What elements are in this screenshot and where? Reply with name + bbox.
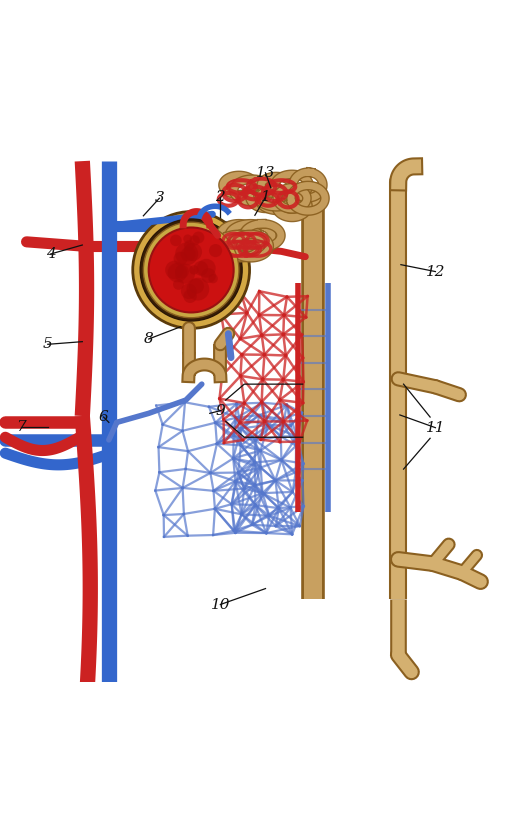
Text: 12: 12 xyxy=(426,265,445,279)
Text: 11: 11 xyxy=(426,421,445,434)
Circle shape xyxy=(189,279,204,294)
Text: 2: 2 xyxy=(216,191,225,204)
Circle shape xyxy=(184,240,194,250)
Circle shape xyxy=(208,274,218,284)
Circle shape xyxy=(173,279,184,290)
Circle shape xyxy=(183,235,192,243)
Circle shape xyxy=(175,242,198,265)
Circle shape xyxy=(189,265,199,275)
Circle shape xyxy=(183,290,197,303)
Circle shape xyxy=(149,227,234,313)
Text: 3: 3 xyxy=(155,191,164,206)
Circle shape xyxy=(174,251,187,265)
Text: 8: 8 xyxy=(144,332,153,346)
Circle shape xyxy=(192,231,204,244)
Text: 13: 13 xyxy=(256,166,275,180)
Circle shape xyxy=(181,284,196,300)
Circle shape xyxy=(140,219,242,321)
Text: 7: 7 xyxy=(16,419,26,433)
Circle shape xyxy=(133,211,250,329)
Text: 9: 9 xyxy=(216,404,225,418)
Circle shape xyxy=(186,278,209,300)
Circle shape xyxy=(201,268,216,283)
Circle shape xyxy=(175,264,195,284)
Circle shape xyxy=(143,222,239,318)
Circle shape xyxy=(197,259,216,278)
Circle shape xyxy=(190,235,200,245)
Text: 10: 10 xyxy=(211,597,230,612)
Circle shape xyxy=(170,235,182,246)
Text: 6: 6 xyxy=(99,410,108,424)
Circle shape xyxy=(175,265,189,279)
Circle shape xyxy=(165,260,184,280)
Text: 5: 5 xyxy=(43,337,53,351)
Circle shape xyxy=(168,263,187,282)
Text: 1: 1 xyxy=(261,191,270,204)
Text: 4: 4 xyxy=(46,247,55,261)
Circle shape xyxy=(209,244,222,257)
Circle shape xyxy=(193,261,208,275)
Circle shape xyxy=(181,247,195,261)
Circle shape xyxy=(184,243,202,261)
